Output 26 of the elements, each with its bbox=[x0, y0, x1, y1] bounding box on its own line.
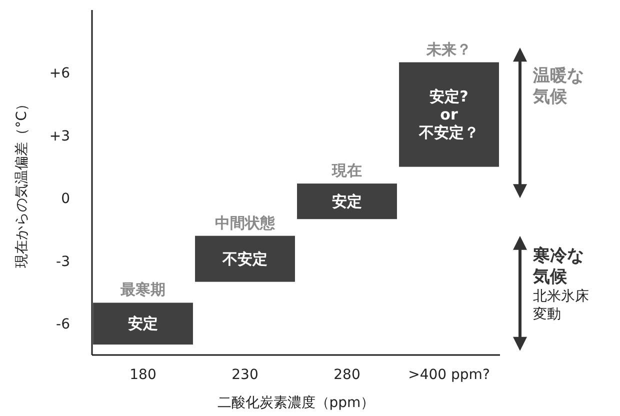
text: 温暖な気候 bbox=[532, 66, 584, 108]
x-tick-label: >400 ppm? bbox=[408, 367, 490, 383]
text: 寒冷な気候 bbox=[532, 246, 584, 287]
bar bbox=[93, 302, 193, 345]
x-tick-label: 280 bbox=[334, 367, 360, 383]
text: 北米氷床変動 bbox=[533, 288, 589, 323]
annotation: 安定? or 不安定？ bbox=[418, 88, 479, 142]
annotation: 最寒期 bbox=[120, 280, 166, 299]
y-tick-label: -6 bbox=[56, 316, 70, 333]
annotation: 安定 bbox=[332, 192, 362, 210]
annotation: 現在 bbox=[331, 162, 362, 180]
x-tick-label: 230 bbox=[232, 367, 258, 383]
y-tick-label: +3 bbox=[49, 128, 70, 144]
y-tick-label: -3 bbox=[56, 254, 70, 270]
annotation: 中間状態 bbox=[215, 214, 276, 232]
bar bbox=[297, 184, 397, 220]
bar bbox=[195, 236, 295, 282]
annotation: 未来？ bbox=[426, 40, 472, 58]
y-tick-label: 0 bbox=[61, 191, 70, 208]
annotation: 安定 bbox=[128, 314, 158, 333]
y-tick-label: +6 bbox=[49, 66, 70, 82]
annotation: 不安定 bbox=[222, 250, 268, 268]
y-axis-title: 現在からの気温偏差（°C） bbox=[14, 97, 30, 268]
x-tick-label: 180 bbox=[130, 367, 156, 383]
bar bbox=[399, 62, 499, 167]
x-axis-title: 二酸化炭素濃度（ppm） bbox=[217, 395, 375, 411]
